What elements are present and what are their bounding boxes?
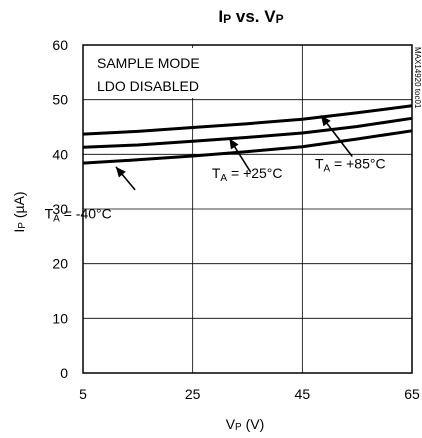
series-label-layer: TA = -40°C TA = +25°C TA = +85°C	[45, 156, 386, 225]
series-label-t-40: TA = -40°C	[45, 205, 112, 224]
chart-title: IP vs. VP	[218, 7, 283, 26]
series-label-t+25: TA = +25°C	[212, 165, 283, 184]
side-label: MAX14920 toc01	[413, 47, 422, 109]
x-tick-label: 5	[79, 386, 87, 402]
y-tick-label: 10	[52, 310, 68, 326]
plot-frame	[82, 44, 413, 374]
series-line-t-40	[82, 129, 413, 165]
y-tick-label: 0	[60, 365, 68, 381]
arrowhead-t+85	[320, 115, 331, 127]
grid-layer	[83, 45, 412, 373]
curves-layer	[82, 104, 413, 165]
notes-box-background	[92, 48, 216, 98]
y-tick-label: 40	[52, 146, 68, 162]
arrows-layer	[115, 115, 353, 191]
arrowhead-t+25	[229, 138, 239, 150]
note-sample-mode: SAMPLE MODE	[97, 55, 200, 71]
series-line-t+25	[82, 116, 413, 149]
note-ldo-disabled: LDO DISABLED	[97, 78, 199, 94]
y-tick-label: 60	[52, 37, 68, 53]
x-tick-label: 25	[185, 386, 201, 402]
series-label-t+85: TA = +85°C	[315, 156, 386, 175]
y-tick-label: 20	[52, 256, 68, 272]
tick-label-layer: 5 25 45 65 0 10 20 30 40 50 60	[52, 37, 420, 402]
x-tick-label: 65	[404, 386, 420, 402]
series-line-t+85	[82, 104, 413, 136]
arrowhead-t-40	[115, 166, 126, 178]
y-tick-label: 30	[52, 201, 68, 217]
y-tick-label: 50	[52, 92, 68, 108]
x-axis-label: VP (V)	[226, 416, 265, 433]
y-axis-label: IP (µA)	[11, 191, 28, 232]
x-tick-label: 45	[295, 386, 311, 402]
